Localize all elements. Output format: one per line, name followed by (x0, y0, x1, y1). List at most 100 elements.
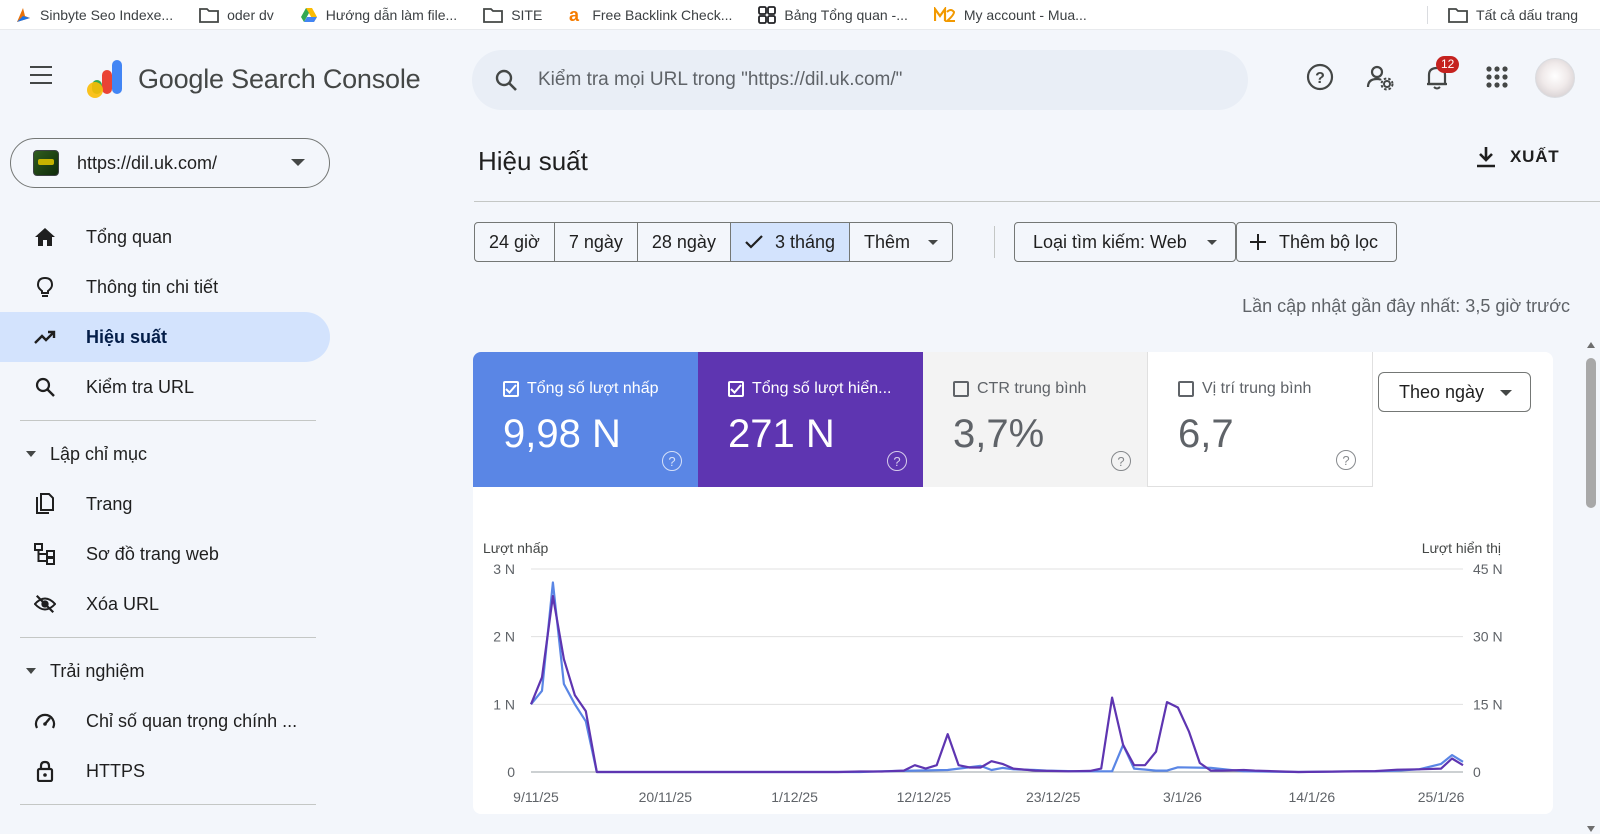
check-icon (745, 235, 763, 249)
checkbox-unchecked-icon[interactable] (953, 381, 969, 397)
sidebar-item-pages[interactable]: Trang (0, 479, 330, 529)
apps-button[interactable] (1482, 62, 1512, 92)
checkbox-checked-icon[interactable] (728, 381, 744, 397)
granularity-label: Theo ngày (1399, 381, 1485, 402)
sidebar-item-label: Chỉ số quan trọng chính ... (86, 710, 298, 731)
add-filter-label: Thêm bộ lọc (1279, 231, 1379, 252)
folder-icon (1448, 8, 1468, 23)
menu-icon (30, 66, 52, 68)
caret-down-icon (1500, 390, 1512, 396)
download-icon (1477, 147, 1495, 168)
trending-up-icon (34, 330, 56, 344)
sidebar-divider (20, 637, 316, 638)
sidebar-item-performance[interactable]: Hiệu suất (0, 312, 330, 362)
help-button[interactable]: ? (1305, 62, 1335, 92)
bookmark-drive-guide[interactable]: Hướng dẫn làm file... (300, 7, 457, 23)
search-type-filter[interactable]: Loại tìm kiếm: Web (1014, 222, 1236, 262)
bookmark-dashboard[interactable]: Bảng Tổng quan -... (758, 5, 908, 24)
sidebar-item-core-web-vitals[interactable]: Chỉ số quan trọng chính ... (0, 696, 330, 746)
metric-total-impressions[interactable]: Tổng số lượt hiển... 271 N ? (698, 352, 923, 487)
url-inspection-search[interactable] (472, 50, 1248, 110)
scroll-down-arrow[interactable] (1587, 826, 1595, 832)
performance-chart: Lượt nhấp Lượt hiển thị 0 0 1 N 15 N 2 N 30 N 3 … (483, 540, 1503, 805)
x-tick-label: 3/1/26 (1163, 789, 1202, 805)
eye-off-icon (34, 594, 56, 614)
chip-24h[interactable]: 24 giờ (474, 222, 555, 262)
manage-users-icon (1366, 65, 1394, 91)
bookmark-label: SITE (511, 6, 543, 23)
sidebar-item-sitemaps[interactable]: Sơ đồ trang web (0, 529, 330, 579)
metric-total-clicks[interactable]: Tổng số lượt nhấp 9,98 N ? (473, 352, 698, 487)
property-selector[interactable]: https://dil.uk.com/ (10, 138, 330, 188)
main-menu-button[interactable] (30, 66, 60, 88)
app-logo[interactable]: Google Search Console (84, 58, 421, 100)
notification-count-badge: 12 (1436, 56, 1460, 73)
last-updated-text: Lần cập nhật gần đây nhất: 3,5 giờ trước (1242, 296, 1570, 316)
metric-avg-position[interactable]: Vị trí trung bình 6,7 ? (1148, 352, 1373, 487)
help-icon[interactable]: ? (662, 451, 682, 471)
page-title: Hiệu suất (478, 146, 588, 176)
metric-value: 6,7 (1178, 412, 1234, 456)
metric-avg-ctr[interactable]: CTR trung bình 3,7% ? (923, 352, 1148, 487)
x-tick-label: 23/12/25 (1026, 789, 1081, 805)
all-bookmarks[interactable]: Tất cả dấu trang (1448, 0, 1578, 30)
bookmark-my-account[interactable]: My account - Mua... (933, 6, 1087, 23)
checkbox-checked-icon[interactable] (503, 381, 519, 397)
y-tick-right-label: 45 N (1473, 561, 1503, 577)
x-tick-label: 9/11/25 (513, 789, 559, 805)
settings-users-button[interactable] (1365, 62, 1395, 92)
y-tick-right-label: 30 N (1473, 629, 1503, 645)
chip-label: 28 ngày (651, 231, 716, 252)
notifications-button[interactable]: 12 (1422, 56, 1460, 92)
url-inspection-input[interactable] (538, 69, 1178, 91)
sidebar-item-https[interactable]: HTTPS (0, 746, 330, 796)
y-tick-left-label: 2 N (493, 629, 515, 645)
bookmark-oder-dv[interactable]: oder dv (199, 7, 274, 23)
chip-label: 3 tháng (774, 231, 836, 252)
sidebar-section-indexing[interactable]: Lập chỉ mục (0, 429, 340, 479)
plus-icon (1250, 234, 1266, 250)
sidebar-item-overview[interactable]: Tổng quan (0, 212, 330, 262)
add-filter-button[interactable]: Thêm bộ lọc (1236, 222, 1398, 262)
export-button[interactable]: XUẤT (1476, 146, 1559, 168)
pages-icon (36, 493, 54, 514)
chip-more[interactable]: Thêm (849, 222, 954, 262)
bookmark-backlink-checker[interactable]: a Free Backlink Check... (568, 6, 732, 24)
checkbox-unchecked-icon[interactable] (1178, 381, 1194, 397)
google-drive-icon (300, 7, 317, 22)
caret-down-icon (26, 451, 36, 457)
sidebar-item-insights[interactable]: Thông tin chi tiết (0, 262, 330, 312)
y-tick-right-label: 15 N (1473, 696, 1503, 712)
sidebar-section-experience[interactable]: Trải nghiệm (0, 646, 340, 696)
chip-7d[interactable]: 7 ngày (553, 222, 638, 262)
y-tick-left-label: 1 N (493, 696, 515, 712)
bookmark-sinbyte[interactable]: Sinbyte Seo Indexe... (14, 6, 173, 24)
account-avatar[interactable] (1535, 58, 1575, 98)
all-bookmarks-label: Tất cả dấu trang (1476, 7, 1578, 23)
y-axis-left-label: Lượt nhấp (483, 540, 548, 556)
help-icon[interactable]: ? (887, 451, 907, 471)
page-scrollbar[interactable] (1582, 340, 1600, 834)
sidebar-item-removals[interactable]: Xóa URL (0, 579, 330, 629)
sidebar-item-url-inspection[interactable]: Kiểm tra URL (0, 362, 330, 412)
scroll-up-arrow[interactable] (1587, 342, 1595, 348)
sidebar-divider (20, 420, 316, 421)
title-divider (474, 201, 1600, 202)
sidebar-item-label: Thông tin chi tiết (86, 276, 219, 297)
help-icon[interactable]: ? (1336, 450, 1356, 470)
m2-favicon (933, 6, 955, 22)
chevron-down-icon (291, 159, 305, 166)
help-icon[interactable]: ? (1111, 451, 1131, 471)
scroll-thumb[interactable] (1586, 358, 1596, 508)
chip-3m[interactable]: 3 tháng (729, 222, 851, 262)
sidebar-item-label: Hiệu suất (86, 326, 168, 347)
y-tick-left-label: 0 (507, 764, 515, 780)
property-url: https://dil.uk.com/ (77, 152, 218, 173)
granularity-select[interactable]: Theo ngày (1378, 372, 1531, 412)
caret-down-icon (1206, 239, 1217, 245)
top-bar: Google Search Console ? 12 (0, 30, 1600, 112)
svg-text:?: ? (1315, 70, 1325, 87)
y-tick-right-label: 0 (1473, 764, 1481, 780)
bookmark-site[interactable]: SITE (483, 7, 542, 23)
chip-28d[interactable]: 28 ngày (636, 222, 731, 262)
